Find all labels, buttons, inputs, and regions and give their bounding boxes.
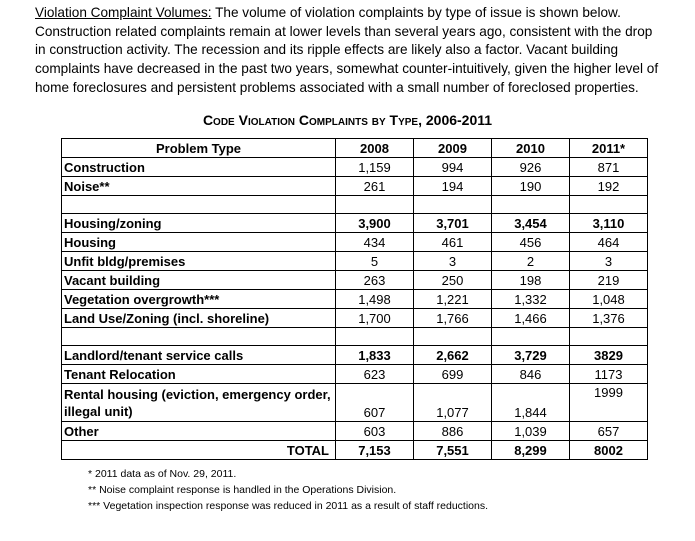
table-row: Housing/zoning 3,900 3,701 3,454 3,110 [61,213,648,233]
footnote: *** Vegetation inspection response was r… [88,500,489,512]
total-cell: 8002 [569,440,648,460]
footnotes: * 2011 data as of Nov. 29, 2011. ** Nois… [88,466,488,514]
table-row: Tenant Relocation 623 699 846 1173 [61,364,648,384]
row-label: Rental housing (eviction, emergency orde… [61,383,336,422]
row-label: Housing/zoning [61,213,336,233]
column-header: Problem Type [61,138,336,158]
table-cell: 3 [569,251,648,271]
table-row: Other 603 886 1,039 657 [61,421,648,441]
table-cell: 3,454 [491,213,570,233]
spacer-row [61,327,648,346]
row-label: Landlord/tenant service calls [61,345,336,365]
spacer-row [61,195,648,214]
table-cell: 699 [413,364,492,384]
table-cell: 456 [491,232,570,252]
intro-line: in construction activity. The recession … [35,42,619,58]
row-label: Construction [61,157,336,177]
table-row: Land Use/Zoning (incl. shoreline) 1,700 … [61,308,648,328]
table-cell: 1,376 [569,308,648,328]
column-header: 2010 [491,138,570,158]
footnote: * 2011 data as of Nov. 29, 2011. [88,468,237,480]
row-label: Other [61,421,336,441]
table-cell: 261 [335,176,414,196]
table-cell: 3,110 [569,213,648,233]
row-label: Vegetation overgrowth*** [61,289,336,309]
table-cell: 607 [335,383,414,422]
table-row: Noise** 261 194 190 192 [61,176,648,196]
intro-line: home foreclosures and persistent problem… [35,79,639,95]
column-header: 2011* [569,138,648,158]
intro-heading: Violation Complaint Volumes: [35,5,212,20]
table-cell: 194 [413,176,492,196]
complaints-table: Problem Type 2008 2009 2010 2011* Constr… [61,138,648,460]
row-label: Unfit bldg/premises [61,251,336,271]
column-header: 2008 [335,138,414,158]
table-cell: 464 [569,232,648,252]
table-row: Housing 434 461 456 464 [61,232,648,252]
table-cell: 1,332 [491,289,570,309]
table-cell: 3,900 [335,213,414,233]
total-cell: 7,551 [413,440,492,460]
table-cell: 886 [413,421,492,441]
table-cell: 994 [413,157,492,177]
table-cell: 1,700 [335,308,414,328]
row-label: Noise** [61,176,336,196]
table-cell: 1,833 [335,345,414,365]
table-cell: 871 [569,157,648,177]
table-cell: 3,729 [491,345,570,365]
table-cell: 926 [491,157,570,177]
table-cell: 657 [569,421,648,441]
table-row: Landlord/tenant service calls 1,833 2,66… [61,345,648,365]
intro-line: The volume of violation complaints by ty… [211,5,621,20]
table-cell: 263 [335,270,414,290]
table-row: Construction 1,159 994 926 871 [61,157,648,177]
row-label: Land Use/Zoning (incl. shoreline) [61,308,336,328]
row-label: Housing [61,232,336,252]
table-header-row: Problem Type 2008 2009 2010 2011* [61,138,648,158]
table-cell: 461 [413,232,492,252]
table-row: Rental housing (eviction, emergency orde… [61,383,648,422]
column-header: 2009 [413,138,492,158]
footnote: ** Noise complaint response is handled i… [88,484,397,496]
table-row: Vacant building 263 250 198 219 [61,270,648,290]
table-cell: 1,048 [569,289,648,309]
total-cell: 8,299 [491,440,570,460]
table-title: Code Violation Complaints by Type, 2006-… [202,112,493,128]
table-cell: 3,701 [413,213,492,233]
table-cell: 623 [335,364,414,384]
row-label: Tenant Relocation [61,364,336,384]
table-cell: 846 [491,364,570,384]
table-cell: 190 [491,176,570,196]
table-cell: 3829 [569,345,648,365]
table-row: Vegetation overgrowth*** 1,498 1,221 1,3… [61,289,648,309]
intro-line: complaints have decreased in the past tw… [35,61,659,77]
total-label: TOTAL [61,440,336,460]
table-cell: 2,662 [413,345,492,365]
table-cell: 1,221 [413,289,492,309]
intro-paragraph: Violation Complaint Volumes: The volume … [35,4,675,98]
table-cell: 1,844 [491,383,570,422]
table-cell: 1,498 [335,289,414,309]
table-cell: 250 [413,270,492,290]
table-cell: 1,159 [335,157,414,177]
table-cell: 1,466 [491,308,570,328]
table-cell: 1173 [569,364,648,384]
intro-line: Construction related complaints remain a… [35,23,653,39]
table-cell: 434 [335,232,414,252]
table-cell: 1,077 [413,383,492,422]
table-cell: 5 [335,251,414,271]
table-cell: 1999 [569,383,648,422]
total-cell: 7,153 [335,440,414,460]
table-cell: 198 [491,270,570,290]
table-cell: 2 [491,251,570,271]
table-cell: 1,039 [491,421,570,441]
table-row: Unfit bldg/premises 5 3 2 3 [61,251,648,271]
table-cell: 1,766 [413,308,492,328]
table-cell: 219 [569,270,648,290]
row-label: Vacant building [61,270,336,290]
table-cell: 603 [335,421,414,441]
total-row: TOTAL 7,153 7,551 8,299 8002 [61,440,648,460]
table-cell: 3 [413,251,492,271]
table-cell: 192 [569,176,648,196]
